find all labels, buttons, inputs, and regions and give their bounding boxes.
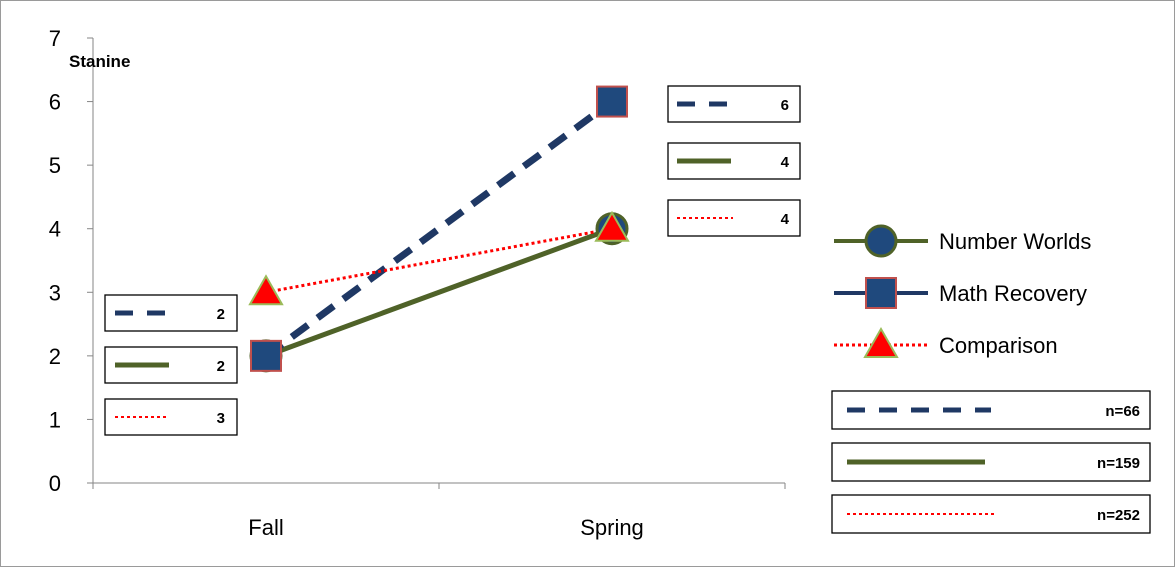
- data-point-math-recovery: [596, 85, 628, 118]
- x-tick-label: Fall: [248, 515, 283, 540]
- legend-item-number-worlds: Number Worlds: [834, 224, 1091, 258]
- legend-item-math-recovery: Math Recovery: [834, 277, 1087, 309]
- legend-item-comparison: Comparison: [834, 326, 1058, 358]
- y-tick-label: 1: [49, 407, 61, 432]
- annotation-value: n=159: [1097, 455, 1140, 472]
- fall-value-box: 2: [104, 294, 238, 332]
- y-tick-label: 7: [49, 26, 61, 51]
- y-tick-label: 2: [49, 344, 61, 369]
- sample-size-box: n=252: [831, 494, 1151, 534]
- annotation-value: 2: [217, 306, 225, 323]
- legend-marker: [865, 277, 897, 309]
- annotation-value: n=252: [1097, 507, 1140, 524]
- series-line-comparison: [265, 227, 613, 294]
- legend-label: Number Worlds: [939, 229, 1091, 254]
- annotation-value: n=66: [1105, 403, 1140, 420]
- fall-value-box: 2: [104, 346, 238, 384]
- legend: Number Worlds Math Recovery Comparison: [834, 224, 1091, 358]
- annotation-boxes: 2 2 3 6 4 4 n=66 n=159 n=252: [104, 85, 1151, 534]
- spring-value-box: 6: [667, 85, 801, 123]
- y-tick-label: 5: [49, 153, 61, 178]
- data-point-comparison: [594, 210, 630, 242]
- legend-label: Comparison: [939, 333, 1058, 358]
- series-line-number-worlds: [265, 226, 613, 359]
- y-tick-label: 0: [49, 471, 61, 496]
- x-tick-label: Spring: [580, 515, 644, 540]
- series-layer: [248, 85, 630, 373]
- y-tick-label: 3: [49, 280, 61, 305]
- annotation-value: 2: [217, 358, 225, 375]
- sample-size-box: n=159: [831, 442, 1151, 482]
- axes: 0 1 2 3 4 5 6 7 Fall Spring Stanine: [49, 26, 786, 540]
- spring-value-box: 4: [667, 199, 801, 237]
- annotation-value: 4: [781, 154, 790, 171]
- legend-marker: [864, 224, 898, 258]
- y-axis-label: Stanine: [69, 52, 130, 71]
- annotation-value: 6: [781, 97, 789, 114]
- spring-value-box: 4: [667, 142, 801, 180]
- annotation-box-frame: [104, 294, 238, 332]
- legend-label: Math Recovery: [939, 281, 1087, 306]
- data-point-comparison: [248, 274, 284, 306]
- fall-value-box: 3: [104, 398, 238, 436]
- sample-size-box: n=66: [831, 390, 1151, 430]
- annotation-value: 3: [217, 410, 225, 427]
- annotation-value: 4: [781, 211, 790, 228]
- legend-marker: [863, 326, 899, 358]
- y-tick-label: 4: [49, 217, 61, 242]
- series-line-math-recovery: [263, 98, 615, 359]
- y-tick-label: 6: [49, 90, 61, 115]
- data-point-math-recovery: [250, 339, 282, 372]
